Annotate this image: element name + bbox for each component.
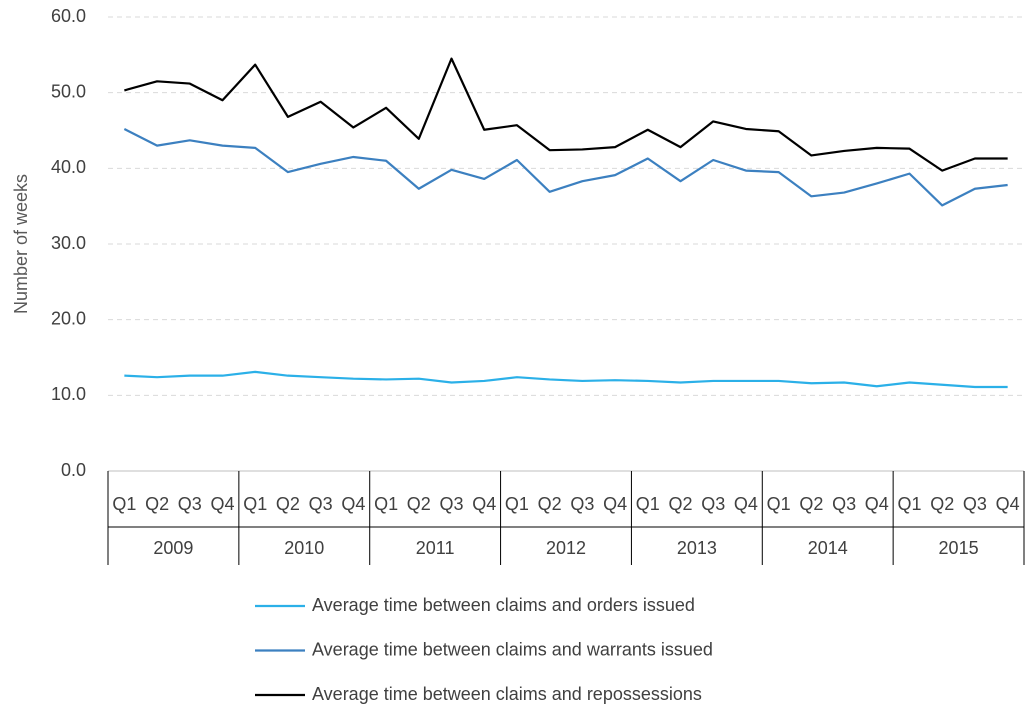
x-tick-label: Q1 — [505, 494, 529, 514]
x-tick-label: Q3 — [570, 494, 594, 514]
year-label: 2009 — [153, 538, 193, 558]
y-tick-label: 30.0 — [51, 233, 86, 253]
year-label: 2013 — [677, 538, 717, 558]
y-tick-label: 20.0 — [51, 308, 86, 328]
x-tick-label: Q4 — [996, 494, 1020, 514]
x-tick-label: Q2 — [799, 494, 823, 514]
x-tick-label: Q4 — [472, 494, 496, 514]
year-label: 2015 — [939, 538, 979, 558]
x-tick-label: Q1 — [636, 494, 660, 514]
year-label: 2011 — [416, 538, 455, 558]
legend-label: Average time between claims and orders i… — [312, 595, 695, 615]
y-tick-label: 40.0 — [51, 157, 86, 177]
x-tick-label: Q3 — [178, 494, 202, 514]
x-tick-label: Q3 — [963, 494, 987, 514]
series-line — [124, 370, 1008, 389]
x-tick-label: Q3 — [832, 494, 856, 514]
series-line — [124, 57, 1008, 172]
x-tick-label: Q1 — [897, 494, 921, 514]
x-tick-label: Q2 — [538, 494, 562, 514]
x-tick-label: Q4 — [865, 494, 889, 514]
x-tick-label: Q2 — [668, 494, 692, 514]
x-tick-label: Q3 — [309, 494, 333, 514]
series-line — [123, 128, 1008, 207]
y-tick-label: 10.0 — [51, 384, 86, 404]
year-label: 2014 — [808, 538, 848, 558]
x-tick-label: Q1 — [374, 494, 398, 514]
x-tick-label: Q3 — [701, 494, 725, 514]
year-label: 2012 — [546, 538, 586, 558]
legend-label: Average time between claims and warrants… — [312, 639, 713, 659]
x-tick-label: Q2 — [276, 494, 300, 514]
legend-label: Average time between claims and reposses… — [312, 684, 702, 704]
x-tick-label: Q4 — [734, 494, 758, 514]
x-tick-label: Q2 — [407, 494, 431, 514]
x-tick-label: Q1 — [243, 494, 267, 514]
x-tick-label: Q4 — [341, 494, 365, 514]
x-tick-label: Q4 — [603, 494, 627, 514]
y-tick-label: 60.0 — [51, 6, 86, 26]
x-tick-label: Q1 — [767, 494, 791, 514]
year-label: 2010 — [284, 538, 324, 558]
x-tick-label: Q2 — [145, 494, 169, 514]
x-tick-label: Q1 — [112, 494, 136, 514]
y-axis-label: Number of weeks — [11, 174, 31, 314]
y-tick-label: 50.0 — [51, 81, 86, 101]
x-tick-label: Q3 — [439, 494, 463, 514]
x-tick-label: Q2 — [930, 494, 954, 514]
y-tick-label: 0.0 — [61, 460, 86, 480]
x-tick-label: Q4 — [210, 494, 234, 514]
